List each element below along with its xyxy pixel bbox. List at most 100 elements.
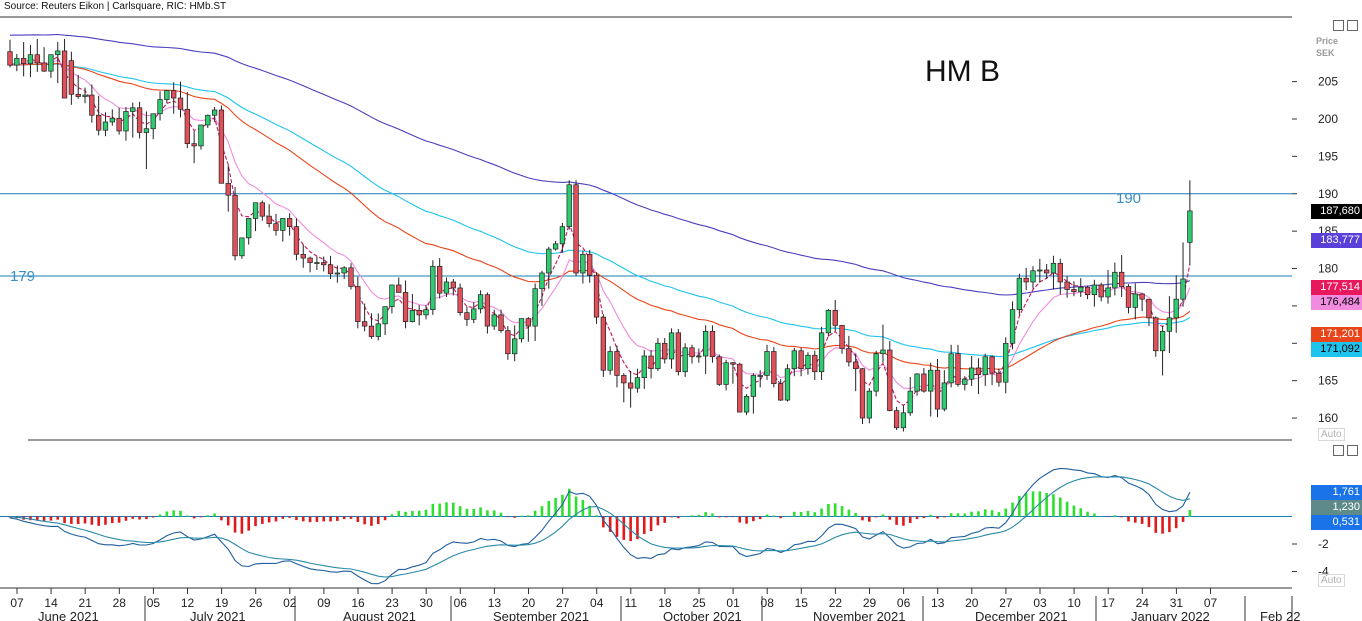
candle-up — [211, 109, 218, 116]
candle-down — [348, 267, 354, 287]
candle-down — [177, 97, 184, 110]
candle-up — [962, 378, 968, 385]
candle-down — [498, 314, 504, 331]
candle-down — [934, 369, 941, 410]
candle-up — [982, 356, 988, 376]
candle-up — [805, 354, 811, 370]
candle-down — [464, 312, 470, 320]
date-tick-label: 17 — [1102, 596, 1116, 610]
candle-up — [205, 114, 211, 126]
candle-down — [437, 265, 443, 294]
candle-up — [668, 332, 675, 360]
candle-up — [477, 294, 484, 310]
candle-down — [273, 223, 279, 231]
candle-up — [696, 355, 702, 358]
candle-down — [587, 253, 593, 276]
candle-up — [123, 111, 129, 132]
macd-panel-maximize-icon[interactable] — [1333, 445, 1344, 456]
candle-up — [55, 50, 61, 56]
candle-down — [1146, 298, 1152, 319]
candle-up — [389, 284, 395, 308]
macd-panel-close-icon[interactable] — [1347, 445, 1358, 456]
month-label: July 2021 — [190, 609, 246, 621]
candle-up — [702, 330, 709, 357]
price-auto-scale-button[interactable]: Auto — [1318, 428, 1345, 441]
candle-down — [136, 107, 143, 133]
candle-up — [48, 54, 54, 72]
month-label: October 2021 — [663, 609, 742, 621]
price-value-tag-5: 171,092 — [1311, 341, 1362, 357]
candle-down — [573, 184, 579, 274]
candle-up — [1180, 278, 1186, 300]
candle-up — [164, 90, 170, 100]
candle-up — [948, 353, 954, 384]
date-tick-label: 30 — [420, 596, 434, 610]
candle-down — [737, 363, 743, 413]
price-value-tag-1: 183,777 — [1311, 232, 1362, 248]
candle-up — [907, 390, 913, 414]
candle-down — [975, 367, 982, 376]
level-label-190: 190 — [1116, 190, 1142, 207]
candle-down — [232, 194, 238, 257]
candle-up — [27, 54, 34, 65]
candle-down — [1119, 271, 1125, 287]
candle-up — [757, 375, 763, 377]
candle-up — [968, 367, 975, 380]
candle-down — [1098, 284, 1104, 298]
candle-up — [423, 309, 429, 316]
candle-down — [368, 325, 375, 337]
month-label: December 2021 — [975, 609, 1068, 621]
candle-down — [361, 321, 368, 327]
candle-down — [627, 382, 634, 389]
candle-up — [634, 377, 641, 389]
price-panel-close-icon[interactable] — [1347, 20, 1358, 31]
candle-up — [382, 306, 388, 325]
candle-down — [593, 274, 600, 318]
candle-up — [1003, 342, 1009, 383]
candle-up — [252, 202, 259, 219]
candle-up — [607, 351, 613, 371]
candle-down — [812, 354, 818, 373]
candle-up — [825, 310, 832, 334]
candle-up — [559, 226, 566, 245]
candle-down — [41, 62, 47, 72]
date-tick-label: 27 — [999, 596, 1013, 610]
candle-down — [853, 361, 859, 370]
date-tick-label: 08 — [761, 596, 775, 610]
date-tick-label: 28 — [113, 596, 127, 610]
date-tick-label: 11 — [625, 596, 638, 610]
candle-down — [68, 60, 75, 95]
candle-up — [764, 351, 770, 376]
level-label-179: 179 — [10, 268, 36, 285]
candle-down — [921, 373, 927, 392]
date-tick-label: 06 — [897, 596, 911, 610]
candle-down — [96, 114, 102, 131]
candle-down — [171, 90, 177, 99]
date-tick-label: 02 — [283, 596, 297, 610]
candle-up — [143, 128, 150, 133]
macd-auto-scale-button[interactable]: Auto — [1318, 574, 1345, 587]
date-tick-label: 16 — [351, 596, 365, 610]
candle-down — [1057, 262, 1063, 283]
candle-down — [75, 93, 81, 97]
date-tick-label: 19 — [215, 596, 229, 610]
price-panel-maximize-icon[interactable] — [1333, 20, 1344, 31]
candle-down — [1153, 317, 1159, 352]
date-tick-label: 13 — [931, 596, 945, 610]
candle-down — [396, 284, 402, 293]
date-tick-label: 14 — [44, 596, 58, 610]
candle-up — [1050, 262, 1057, 274]
macd-value-tag-2: 0,531 — [1311, 514, 1362, 530]
candle-up — [518, 318, 525, 340]
date-tick-label: 23 — [385, 596, 399, 610]
candle-down — [989, 356, 995, 374]
candle-up — [1112, 271, 1118, 289]
candle-up — [914, 373, 920, 392]
ma-purple-line — [9, 33, 1191, 296]
date-tick-label: 05 — [147, 596, 161, 610]
candle-up — [928, 369, 934, 392]
candlesticks — [7, 38, 1193, 432]
candle-down — [675, 332, 682, 373]
candle-up — [1105, 287, 1111, 298]
candle-up — [109, 117, 115, 123]
